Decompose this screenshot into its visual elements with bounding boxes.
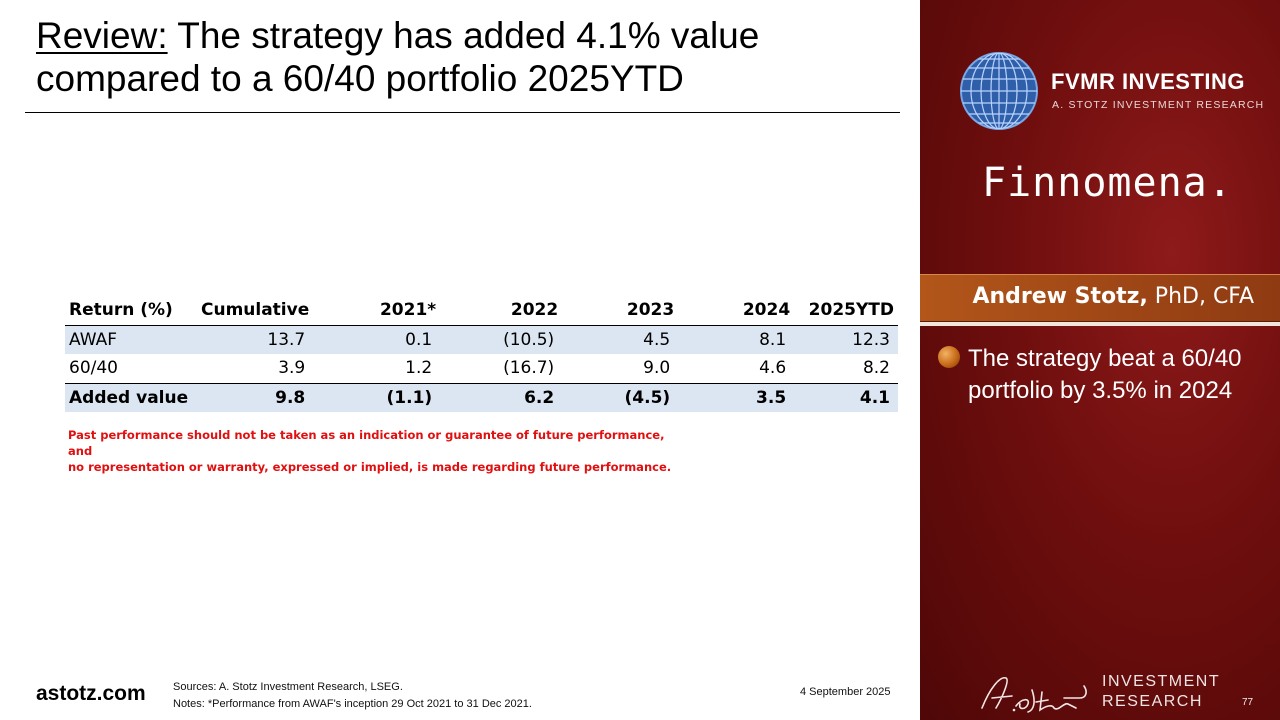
table-cell: 9.8 bbox=[196, 383, 314, 412]
brand-panel: FVMR INVESTING A. STOTZ INVESTMENT RESEA… bbox=[920, 0, 1280, 720]
table-cell: 12.3 bbox=[794, 325, 898, 354]
partner-logo: Finnomena. bbox=[982, 160, 1233, 206]
returns-table: Return (%) Cumulative 2021* 2022 2023 20… bbox=[65, 296, 898, 412]
table-cell: 6.2 bbox=[440, 383, 563, 412]
table-cell: (16.7) bbox=[440, 354, 563, 384]
presenter-credentials: PhD, CFA bbox=[1147, 284, 1254, 309]
table-cell: (1.1) bbox=[313, 383, 441, 412]
header-2021: 2021* bbox=[313, 296, 441, 326]
table-cell: 9.0 bbox=[562, 354, 679, 384]
title-divider bbox=[25, 112, 900, 113]
table-cell: 8.1 bbox=[678, 325, 795, 354]
footer-brand-line1: INVESTMENT bbox=[1102, 673, 1221, 690]
header-2024: 2024 bbox=[678, 296, 795, 326]
signature-icon bbox=[981, 677, 1087, 713]
slide-title: Review: The strategy has added 4.1% valu… bbox=[36, 14, 896, 100]
title-review-prefix: Review: bbox=[36, 15, 168, 56]
presenter: Andrew Stotz, PhD, CFA bbox=[972, 284, 1254, 309]
header-2025ytd: 2025YTD bbox=[794, 296, 898, 326]
disclaimer-line: Past performance should not be taken as … bbox=[68, 428, 665, 458]
table-cell: 4.5 bbox=[562, 325, 679, 354]
table-cell: 1.2 bbox=[313, 354, 441, 384]
band-divider bbox=[920, 322, 1280, 326]
bullet-point: The strategy beat a 60/40 portfolio by 3… bbox=[968, 345, 1242, 404]
row-label: Added value bbox=[65, 383, 197, 412]
header-2022: 2022 bbox=[440, 296, 563, 326]
page-number: 77 bbox=[1242, 697, 1254, 708]
table-cell: (4.5) bbox=[562, 383, 679, 412]
header-cumulative: Cumulative bbox=[196, 296, 314, 326]
row-label: 60/40 bbox=[65, 354, 197, 384]
table-cell: (10.5) bbox=[440, 325, 563, 354]
header-2023: 2023 bbox=[562, 296, 679, 326]
globe-logo-icon bbox=[960, 52, 1038, 130]
row-label: AWAF bbox=[65, 325, 197, 354]
table-cell: 3.5 bbox=[678, 383, 795, 412]
website-link[interactable]: astotz.com bbox=[36, 682, 146, 705]
title-text: The strategy has added 4.1% value compar… bbox=[36, 15, 760, 99]
footer-brand-line2: RESEARCH bbox=[1102, 693, 1203, 710]
table-cell: 4.1 bbox=[794, 383, 898, 412]
brand-name: FVMR INVESTING bbox=[1051, 69, 1246, 94]
table-cell: 4.6 bbox=[678, 354, 795, 384]
table-cell: 13.7 bbox=[196, 325, 314, 354]
bullet-orb-icon bbox=[938, 346, 960, 368]
table-row-added-value: Added value 9.8 (1.1) 6.2 (4.5) 3.5 4.1 bbox=[65, 383, 898, 412]
presenter-name: Andrew Stotz, bbox=[972, 284, 1148, 309]
disclaimer: Past performance should not be taken as … bbox=[68, 427, 688, 475]
header-return: Return (%) bbox=[65, 296, 197, 326]
disclaimer-line: no representation or warranty, expressed… bbox=[68, 460, 672, 474]
notes-text: Notes: *Performance from AWAF's inceptio… bbox=[173, 698, 532, 710]
sources-text: Sources: A. Stotz Investment Research, L… bbox=[173, 681, 403, 693]
table-header-row: Return (%) Cumulative 2021* 2022 2023 20… bbox=[65, 296, 898, 326]
brand-subtitle: A. STOTZ INVESTMENT RESEARCH bbox=[1052, 99, 1265, 111]
slide-date: 4 September 2025 bbox=[800, 686, 891, 698]
presenter-band: Andrew Stotz, PhD, CFA bbox=[920, 274, 1280, 322]
table-cell: 0.1 bbox=[313, 325, 441, 354]
table-row-6040: 60/40 3.9 1.2 (16.7) 9.0 4.6 8.2 bbox=[65, 354, 898, 384]
table-cell: 8.2 bbox=[794, 354, 898, 384]
table-cell: 3.9 bbox=[196, 354, 314, 384]
table-row-awaf: AWAF 13.7 0.1 (10.5) 4.5 8.1 12.3 bbox=[65, 325, 898, 354]
source-notes: Sources: A. Stotz Investment Research, L… bbox=[173, 679, 532, 713]
